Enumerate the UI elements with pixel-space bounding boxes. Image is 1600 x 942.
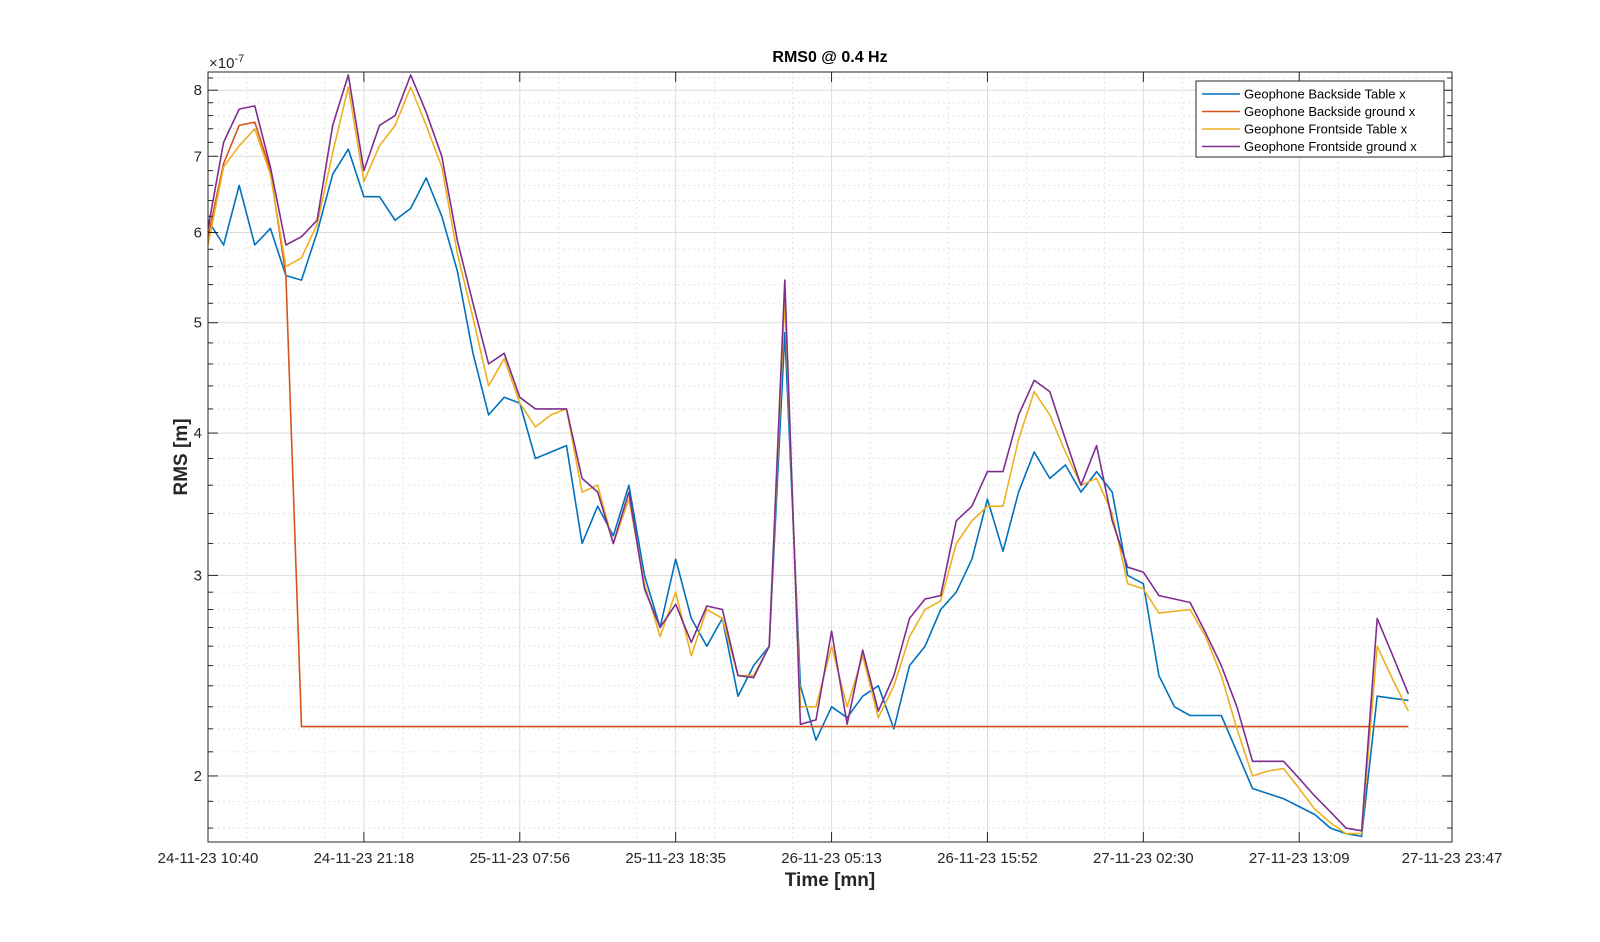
legend: Geophone Backside Table x Geophone Backsi…	[1195, 80, 1445, 158]
legend-label: Geophone Backside Table x	[1244, 87, 1406, 102]
x-tick-label: 24-11-23 21:18	[314, 850, 415, 867]
y-tick-label: 3	[194, 567, 202, 584]
legend-label: Geophone Frontside ground x	[1244, 139, 1417, 154]
series-layer	[208, 74, 1410, 838]
chart-title: RMS0 @ 0.4 Hz	[772, 49, 887, 66]
y-axis-exponent: ×10-7	[209, 53, 244, 72]
plot-frame	[207, 71, 1453, 843]
y-exponent-power: -7	[234, 53, 244, 65]
x-tick-label: 26-11-23 15:52	[937, 850, 1038, 867]
x-tick-label: 24-11-23 10:40	[158, 850, 259, 867]
series-line-1	[208, 148, 1409, 838]
series-line-4	[208, 74, 1410, 832]
x-tick-label: 27-11-23 23:47	[1402, 850, 1503, 867]
y-tick-label: 2	[194, 768, 202, 785]
legend-label: Geophone Frontside Table x	[1244, 122, 1408, 137]
legend-label: Geophone Backside ground x	[1244, 104, 1416, 119]
y-tick-label: 4	[194, 425, 202, 442]
x-tick-label: 27-11-23 13:09	[1249, 850, 1350, 867]
x-tick-label: 25-11-23 18:35	[625, 850, 726, 867]
x-tick-label: 27-11-23 02:30	[1093, 850, 1194, 867]
legend-box	[1195, 80, 1445, 158]
y-tick-label: 8	[194, 82, 202, 99]
x-axis-label: Time [mn]	[785, 870, 875, 891]
y-tick-label: 5	[194, 315, 202, 332]
y-tick-label: 6	[194, 225, 202, 242]
x-tick-label: 26-11-23 05:13	[781, 850, 882, 867]
series-line-2	[208, 121, 1409, 728]
ticks-layer: 2 3 4 5 6 7 8 24-11-23 10:40 24-11-23 21:18 25-11…	[158, 72, 1503, 867]
y-exponent-base: ×10-7	[209, 53, 244, 72]
y-tick-label: 7	[194, 148, 202, 165]
y-axis-label: RMS [m]	[171, 418, 192, 495]
x-tick-label: 25-11-23 07:56	[469, 850, 570, 867]
series-line-3	[208, 86, 1410, 835]
